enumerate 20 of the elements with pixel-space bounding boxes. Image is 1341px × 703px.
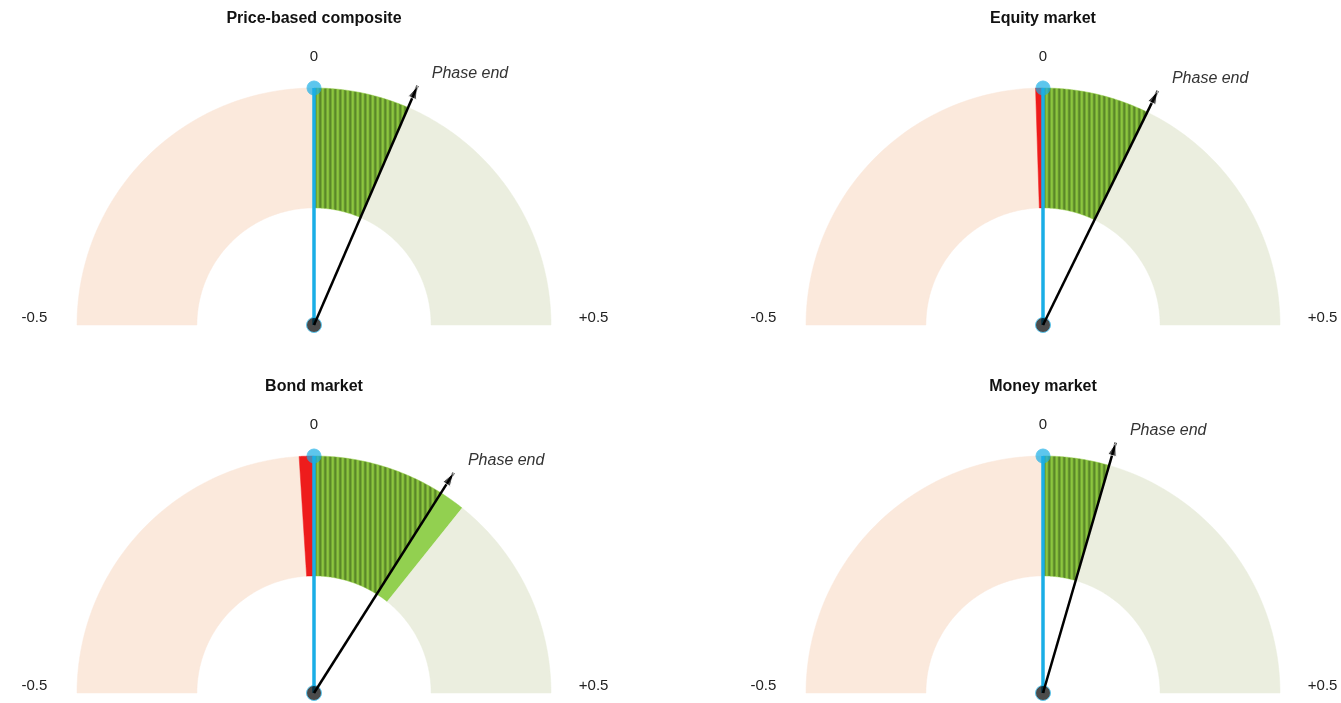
text: Phase end (1129, 420, 1208, 438)
text: 0 (1038, 46, 1048, 64)
text: +0.5 (1307, 675, 1338, 693)
text: Phase end (467, 451, 546, 469)
text: +0.5 (578, 675, 609, 693)
text: 0 (1038, 414, 1048, 432)
chart-title: Price-based composite (226, 9, 402, 27)
text: Phase end (1171, 69, 1250, 87)
text: 0 (309, 46, 319, 64)
text: -0.5 (750, 675, 777, 693)
text: +0.5 (578, 307, 609, 325)
chart-title: Money market (989, 377, 1098, 395)
text: Phase end (431, 63, 510, 81)
text: 0 (309, 414, 319, 432)
chart-title: Equity market (990, 9, 1097, 27)
text: -0.5 (750, 307, 777, 325)
text: +0.5 (1307, 307, 1338, 325)
text: -0.5 (21, 675, 48, 693)
chart-title: Bond market (265, 377, 364, 395)
text: -0.5 (21, 307, 48, 325)
